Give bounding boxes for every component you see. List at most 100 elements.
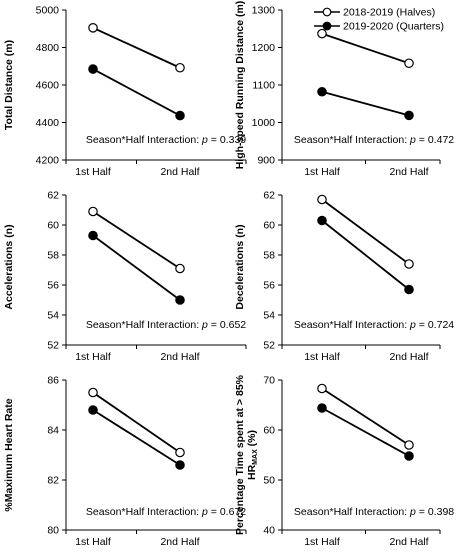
- y-tick-label: 84: [47, 425, 59, 437]
- y-tick-label: 5000: [36, 5, 60, 17]
- series-line-quarters: [92, 409, 181, 466]
- x-tick-label: 1st Half: [75, 351, 111, 363]
- y-tick-label: 62: [47, 190, 59, 202]
- y-tick-label: 4800: [36, 42, 60, 54]
- y-tick-label: 54: [47, 310, 59, 322]
- data-point-quarters: [317, 403, 327, 413]
- y-tick-label: 4400: [36, 117, 60, 129]
- interaction-annotation: Season*Half Interaction: p = 0.724: [294, 319, 454, 331]
- y-tick-label: 82: [47, 475, 59, 487]
- series-line-halves: [321, 387, 410, 446]
- data-point-quarters: [175, 110, 185, 121]
- data-point-quarters: [175, 295, 185, 305]
- x-tick-label: 2nd Half: [160, 166, 199, 178]
- data-point-quarters: [88, 64, 98, 74]
- panel-total-distance: Total Distance (m) Season*Half Interacti…: [3, 5, 247, 178]
- y-tick-label: 1200: [252, 42, 276, 54]
- y-tick-label: 4600: [36, 80, 60, 92]
- data-point-quarters: [317, 86, 327, 97]
- y-tick-label: 62: [263, 190, 275, 202]
- data-point-quarters: [88, 230, 98, 241]
- data-point-quarters: [404, 451, 414, 461]
- y-tick-label: 1100: [252, 80, 275, 92]
- data-point-halves: [404, 58, 414, 69]
- legend-label-halves: 2018-2019 (Halves): [343, 7, 435, 19]
- x-tick-label: 1st Half: [304, 166, 340, 178]
- data-point-quarters: [404, 110, 414, 121]
- series-line-halves: [92, 210, 181, 270]
- x-tick-label: 1st Half: [304, 536, 340, 548]
- interaction-annotation: Season*Half Interaction: p = 0.652: [86, 319, 246, 331]
- interaction-annotation: Season*Half Interaction: p = 0.339: [86, 134, 246, 146]
- y-tick-label: 86: [47, 375, 59, 387]
- panel-accelerations: Accelerations (n) Season*Half Interactio…: [3, 190, 247, 363]
- y-axis-label: Decelerations (n): [234, 224, 246, 309]
- y-tick-label: 1300: [252, 5, 276, 17]
- data-point-halves: [88, 387, 98, 398]
- series-line-quarters: [92, 68, 181, 117]
- y-tick-label: 60: [263, 425, 275, 437]
- panel-decelerations: Decelerations (n) Season*Half Interactio…: [234, 190, 454, 364]
- legend-marker-filled-circle: [322, 21, 332, 31]
- data-point-halves: [404, 440, 414, 450]
- y-tick-label: 50: [263, 475, 275, 487]
- data-point-quarters: [404, 284, 414, 295]
- data-point-quarters: [317, 215, 327, 226]
- data-point-halves: [404, 259, 414, 269]
- y-tick-label: 56: [263, 280, 275, 292]
- data-point-quarters: [175, 460, 185, 470]
- series-line-halves: [321, 198, 410, 265]
- y-tick-label: 80: [47, 525, 59, 537]
- panel-time-above-85-hrmax: Percentage Time spent at > 85% HRMAX (%)…: [234, 374, 454, 548]
- x-tick-label: 2nd Half: [389, 536, 428, 548]
- data-point-halves: [317, 28, 327, 39]
- y-axis-label-line-1: Percentage Time spent at > 85%: [234, 374, 246, 535]
- y-tick-label: 56: [47, 280, 59, 292]
- y-tick-label: 60: [263, 220, 275, 232]
- y-tick-label: 70: [263, 375, 275, 387]
- y-tick-label: 900: [257, 155, 275, 167]
- y-tick-label: 40: [263, 525, 275, 537]
- y-axis-label: Total Distance (m): [3, 40, 15, 130]
- x-tick-label: 1st Half: [75, 536, 111, 548]
- data-point-halves: [175, 447, 185, 458]
- panel-high-speed-running-distance: High-speed Running Distance (m) Season*H…: [234, 1, 454, 178]
- y-tick-label: 1000: [252, 117, 276, 129]
- x-tick-label: 1st Half: [75, 166, 111, 178]
- legend-marker-open-circle: [322, 7, 332, 17]
- x-tick-label: 2nd Half: [389, 351, 428, 363]
- data-point-halves: [88, 206, 98, 217]
- series-line-halves: [321, 32, 410, 65]
- data-point-halves: [175, 62, 185, 73]
- x-tick-label: 1st Half: [304, 351, 340, 363]
- legend: 2018-2019 (Halves) 2019-2020 (Quarters): [314, 7, 444, 33]
- x-tick-label: 2nd Half: [389, 166, 428, 178]
- y-tick-label: 52: [263, 340, 275, 352]
- y-tick-label: 60: [47, 220, 59, 232]
- legend-label-quarters: 2019-2020 (Quarters): [343, 21, 444, 33]
- y-tick-label: 52: [47, 340, 59, 352]
- y-tick-label: 58: [47, 250, 59, 262]
- interaction-annotation: Season*Half Interaction: p = 0.672: [86, 506, 246, 518]
- series-line-quarters: [321, 407, 410, 457]
- y-axis-label: High-speed Running Distance (m): [234, 1, 246, 170]
- x-tick-label: 2nd Half: [160, 536, 199, 548]
- data-point-halves: [317, 383, 327, 394]
- series-line-quarters: [321, 90, 410, 117]
- interaction-annotation: Season*Half Interaction: p = 0.472: [294, 134, 454, 146]
- y-axis-label-line-2: HRMAX (%): [246, 430, 259, 480]
- y-tick-label: 54: [263, 310, 275, 322]
- series-line-halves: [92, 26, 181, 69]
- series-line-halves: [92, 391, 181, 454]
- interaction-annotation: Season*Half Interaction: p = 0.398: [294, 506, 454, 518]
- y-axis-label: Accelerations (n): [3, 224, 15, 309]
- data-point-quarters: [88, 405, 98, 415]
- y-tick-label: 4200: [36, 155, 60, 167]
- series-line-quarters: [321, 219, 410, 291]
- data-point-halves: [317, 194, 327, 205]
- y-axis-label: %Maximum Heart Rate: [3, 398, 15, 511]
- y-tick-label: 58: [263, 250, 275, 262]
- series-line-quarters: [92, 234, 181, 301]
